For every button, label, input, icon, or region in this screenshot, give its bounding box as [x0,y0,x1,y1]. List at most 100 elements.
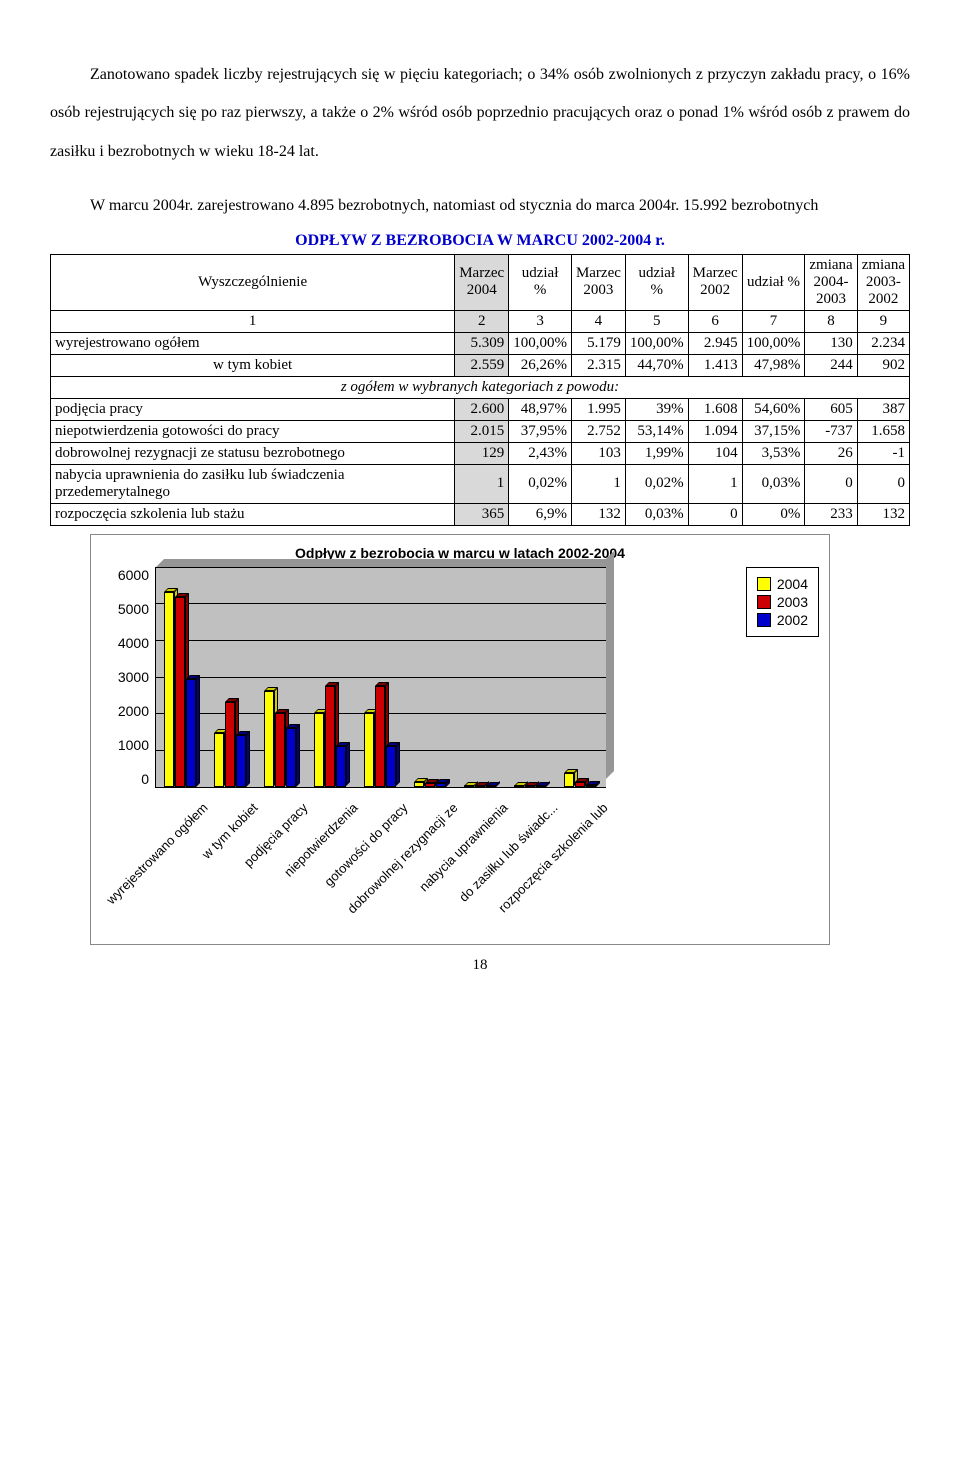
table-cell: 387 [857,398,909,420]
table-cell: 130 [805,332,857,354]
table-row-label: nabycia uprawnienia do zasiłku lub świad… [51,464,455,503]
table-cell: 47,98% [742,354,805,376]
table-cell: 2.752 [571,420,625,442]
table-cell: 39% [625,398,688,420]
table-cell: 2.315 [571,354,625,376]
table-cell: 2.015 [455,420,509,442]
y-tick-label: 4000 [118,635,149,651]
chart-plot-area [155,567,606,788]
table-cell: 902 [857,354,909,376]
table-header-cell: Marzec2002 [688,254,742,310]
table-cell: 0,02% [509,464,572,503]
y-tick-label: 3000 [118,669,149,685]
table-colnum-cell: 9 [857,310,909,332]
section-title: ODPŁYW Z BEZROBOCIA W MARCU 2002-2004 r. [50,232,910,250]
table-cell: 0 [857,464,909,503]
table-cell: -737 [805,420,857,442]
table-cell: 53,14% [625,420,688,442]
table-colnum-cell: 8 [805,310,857,332]
chart-x-labels: wyrejestrowano ogółemw tym kobietpodjęci… [155,788,605,938]
table-colnum-cell: 1 [51,310,455,332]
legend-label: 2004 [777,576,808,592]
table-cell: 0 [688,503,742,525]
y-tick-label: 2000 [118,703,149,719]
legend-swatch [757,613,771,627]
table-cell: 2.559 [455,354,509,376]
table-section-divider: z ogółem w wybranych kategoriach z powod… [51,376,910,398]
table-cell: 132 [857,503,909,525]
table-cell: 1.608 [688,398,742,420]
table-cell: 0,02% [625,464,688,503]
table-header-cell: Wyszczególnienie [51,254,455,310]
table-cell: 2.234 [857,332,909,354]
chart-legend: 2004 2003 2002 [746,567,819,637]
table-header-cell: udział% [625,254,688,310]
table-cell: 48,97% [509,398,572,420]
y-tick-label: 5000 [118,601,149,617]
table-cell: 2.945 [688,332,742,354]
table-row-label: niepotwierdzenia gotowości do pracy [51,420,455,442]
table-cell: 5.179 [571,332,625,354]
table-cell: 54,60% [742,398,805,420]
table-cell: 37,95% [509,420,572,442]
legend-label: 2002 [777,612,808,628]
table-row-label: w tym kobiet [51,354,455,376]
table-row-label: wyrejestrowano ogółem [51,332,455,354]
table-colnum-cell: 3 [509,310,572,332]
table-cell: 104 [688,442,742,464]
table-cell: 0,03% [742,464,805,503]
legend-swatch [757,577,771,591]
table-cell: 26,26% [509,354,572,376]
table-header-cell: Marzec2003 [571,254,625,310]
table-cell: 100,00% [625,332,688,354]
legend-label: 2003 [777,594,808,610]
table-cell: 26 [805,442,857,464]
bar-chart: Odpływ z bezrobocia w marcu w latach 200… [90,534,830,945]
table-cell: 244 [805,354,857,376]
table-colnum-cell: 5 [625,310,688,332]
table-header-cell: zmiana2004-2003 [805,254,857,310]
table-header-cell: Marzec2004 [455,254,509,310]
table-cell: 1.094 [688,420,742,442]
table-cell: 233 [805,503,857,525]
table-cell: 44,70% [625,354,688,376]
table-cell: 132 [571,503,625,525]
table-cell: 1 [455,464,509,503]
table-cell: 1.413 [688,354,742,376]
chart-y-axis: 6000 5000 4000 3000 2000 1000 0 [101,567,155,787]
legend-item: 2003 [757,594,808,610]
table-header-cell: zmiana2003-2002 [857,254,909,310]
table-cell: 1.995 [571,398,625,420]
y-tick-label: 0 [141,771,149,787]
table-cell: 5.309 [455,332,509,354]
table-header-cell: udział % [742,254,805,310]
legend-item: 2004 [757,576,808,592]
y-tick-label: 1000 [118,737,149,753]
table-cell: 37,15% [742,420,805,442]
table-cell: 100,00% [509,332,572,354]
table-cell: 1.658 [857,420,909,442]
data-table: WyszczególnienieMarzec2004udział%Marzec2… [50,254,910,526]
table-cell: 6,9% [509,503,572,525]
table-cell: 2,43% [509,442,572,464]
legend-swatch [757,595,771,609]
table-cell: -1 [857,442,909,464]
table-colnum-cell: 6 [688,310,742,332]
table-row-label: rozpoczęcia szkolenia lub stażu [51,503,455,525]
table-row-label: dobrowolnej rezygnacji ze statusu bezrob… [51,442,455,464]
table-cell: 129 [455,442,509,464]
table-cell: 0 [805,464,857,503]
table-cell: 365 [455,503,509,525]
paragraph-2: W marcu 2004r. zarejestrowano 4.895 bezr… [50,187,910,225]
table-cell: 1,99% [625,442,688,464]
y-tick-label: 6000 [118,567,149,583]
page-number: 18 [50,957,910,974]
table-cell: 0,03% [625,503,688,525]
table-cell: 3,53% [742,442,805,464]
table-header-cell: udział% [509,254,572,310]
table-cell: 103 [571,442,625,464]
table-cell: 100,00% [742,332,805,354]
table-colnum-cell: 7 [742,310,805,332]
table-row-label: podjęcia pracy [51,398,455,420]
table-colnum-cell: 2 [455,310,509,332]
